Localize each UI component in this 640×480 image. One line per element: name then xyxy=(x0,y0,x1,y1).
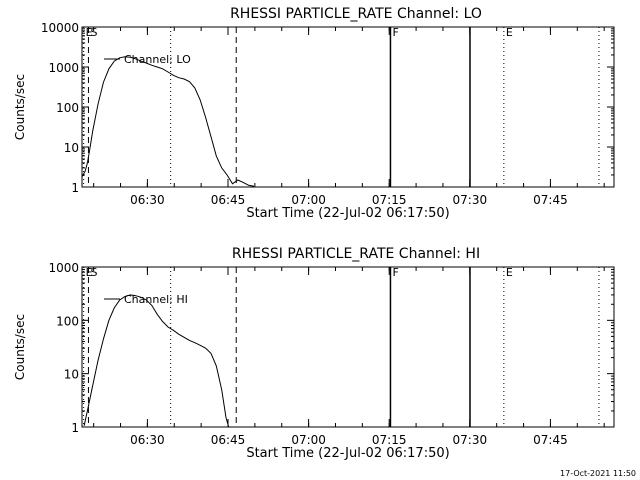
y-tick-label: 10000 xyxy=(41,21,79,35)
x-tick-label: 06:45 xyxy=(211,433,246,447)
x-tick-label: 07:30 xyxy=(453,433,488,447)
legend-label: Channel: LO xyxy=(124,53,191,66)
plot-frame xyxy=(81,26,615,188)
y-axis-label: Counts/sec xyxy=(13,74,27,140)
event-marker-letter: F xyxy=(392,26,398,39)
x-tick-label: 07:15 xyxy=(372,433,407,447)
x-axis-label: Start Time (22-Jul-02 06:17:50) xyxy=(246,446,449,461)
y-tick-label: 10 xyxy=(64,141,79,155)
y-tick-label: 1 xyxy=(71,421,79,435)
legend-label: Channel: HI xyxy=(124,293,188,306)
x-tick-label: 06:30 xyxy=(130,193,165,207)
plot-frame xyxy=(81,266,615,428)
x-tick-label: 07:00 xyxy=(291,433,326,447)
event-marker-letter: E xyxy=(506,26,513,39)
y-tick-label: 100 xyxy=(56,314,79,328)
chart-title: RHESSI PARTICLE_RATE Channel: LO xyxy=(230,6,482,22)
event-marker-letter: S xyxy=(90,266,97,279)
x-axis-label: Start Time (22-Jul-02 06:17:50) xyxy=(246,206,449,221)
x-tick-label: 07:45 xyxy=(533,433,568,447)
x-tick-label: 07:15 xyxy=(372,193,407,207)
series-line xyxy=(81,56,255,187)
event-marker-letter: E xyxy=(86,26,93,39)
y-tick-label: 100 xyxy=(56,101,79,115)
panel-hi: RHESSI PARTICLE_RATE Channel: HI Start Ti… xyxy=(13,246,615,461)
x-tick-label: 06:30 xyxy=(130,433,165,447)
y-tick-label: 1 xyxy=(71,181,79,195)
panel-lo: RHESSI PARTICLE_RATE Channel: LO Start Ti… xyxy=(13,6,615,221)
y-tick-label: 1000 xyxy=(48,61,79,75)
x-tick-label: 06:45 xyxy=(211,193,246,207)
event-marker-letter: F xyxy=(392,266,398,279)
timestamp: 17-Oct-2021 11:50 xyxy=(560,469,636,478)
y-tick-label: 1000 xyxy=(48,261,79,275)
x-tick-label: 07:30 xyxy=(453,193,488,207)
y-tick-label: 10 xyxy=(64,368,79,382)
series-line xyxy=(83,294,230,428)
chart-title: RHESSI PARTICLE_RATE Channel: HI xyxy=(232,246,480,262)
x-tick-label: 07:00 xyxy=(291,193,326,207)
x-tick-label: 07:45 xyxy=(533,193,568,207)
y-axis-label: Counts/sec xyxy=(13,314,27,380)
event-marker-letter: E xyxy=(506,266,513,279)
event-marker-letter: S xyxy=(90,26,97,39)
event-marker-letter: E xyxy=(86,266,93,279)
